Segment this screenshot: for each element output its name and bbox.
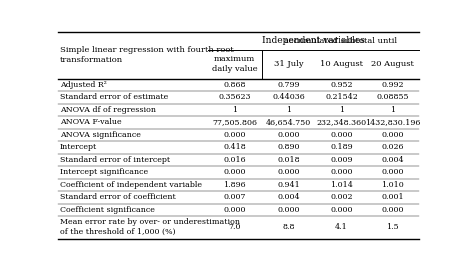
Text: 0.21542: 0.21542 <box>325 93 358 101</box>
Text: ANOVA F-value: ANOVA F-value <box>60 118 121 126</box>
Text: 0.952: 0.952 <box>330 81 352 89</box>
Text: 0.890: 0.890 <box>278 143 300 151</box>
Text: 0.001: 0.001 <box>381 193 404 201</box>
Text: 0.000: 0.000 <box>330 131 352 139</box>
Text: 1.010: 1.010 <box>381 181 404 189</box>
Text: 0.000: 0.000 <box>381 168 404 176</box>
Text: 0.418: 0.418 <box>223 143 246 151</box>
Text: 0.009: 0.009 <box>330 156 352 164</box>
Text: 0.44036: 0.44036 <box>272 93 305 101</box>
Text: 8.8: 8.8 <box>283 223 295 231</box>
Text: Intercept significance: Intercept significance <box>60 168 148 176</box>
Text: 1.896: 1.896 <box>223 181 246 189</box>
Text: 77,505.806: 77,505.806 <box>212 118 257 126</box>
Text: Standard error of estimate: Standard error of estimate <box>60 93 168 101</box>
Text: 0.868: 0.868 <box>224 81 246 89</box>
Text: Coefficient significance: Coefficient significance <box>60 206 155 214</box>
Text: 0.026: 0.026 <box>381 143 404 151</box>
Text: Independent variables: Independent variables <box>262 36 365 46</box>
Text: Adjusted R²: Adjusted R² <box>60 81 106 89</box>
Text: 4.1: 4.1 <box>335 223 348 231</box>
Text: 7.0: 7.0 <box>228 223 241 231</box>
Text: Simple linear regression with fourth root
transformation: Simple linear regression with fourth roo… <box>60 46 234 64</box>
Text: 0.000: 0.000 <box>278 206 300 214</box>
Text: 1.014: 1.014 <box>330 181 353 189</box>
Text: Intercept: Intercept <box>60 143 97 151</box>
Text: 1432,830.196: 1432,830.196 <box>365 118 420 126</box>
Text: 31 July: 31 July <box>274 60 304 68</box>
Text: 0.941: 0.941 <box>278 181 300 189</box>
Text: 0.000: 0.000 <box>224 168 246 176</box>
Text: 1: 1 <box>339 106 344 114</box>
Text: 0.000: 0.000 <box>330 206 352 214</box>
Text: ANOVA df of regression: ANOVA df of regression <box>60 106 156 114</box>
Text: 232,348.360: 232,348.360 <box>316 118 366 126</box>
Text: Standard error of coefficient: Standard error of coefficient <box>60 193 176 201</box>
Text: 1.5: 1.5 <box>386 223 399 231</box>
Text: 0.000: 0.000 <box>278 168 300 176</box>
Text: 1: 1 <box>286 106 292 114</box>
Text: 1: 1 <box>232 106 237 114</box>
Text: 0.799: 0.799 <box>278 81 300 89</box>
Text: Standard error of intercept: Standard error of intercept <box>60 156 170 164</box>
Text: 0.35623: 0.35623 <box>219 93 251 101</box>
Text: 0.08855: 0.08855 <box>377 93 409 101</box>
Text: 0.000: 0.000 <box>381 206 404 214</box>
Text: accumulated subtotal until: accumulated subtotal until <box>284 37 397 45</box>
Text: 0.992: 0.992 <box>381 81 404 89</box>
Text: 0.000: 0.000 <box>224 131 246 139</box>
Text: maximum
daily value: maximum daily value <box>212 55 258 73</box>
Text: 0.189: 0.189 <box>330 143 352 151</box>
Text: Mean error rate by over- or underestimation
of the threshold of 1,000 (%): Mean error rate by over- or underestimat… <box>60 218 240 236</box>
Text: 0.018: 0.018 <box>278 156 300 164</box>
Text: 0.016: 0.016 <box>223 156 246 164</box>
Text: 1: 1 <box>390 106 395 114</box>
Text: ANOVA significance: ANOVA significance <box>60 131 141 139</box>
Text: 46,654.750: 46,654.750 <box>266 118 312 126</box>
Text: 20 August: 20 August <box>371 60 414 68</box>
Text: 0.002: 0.002 <box>330 193 352 201</box>
Text: 0.000: 0.000 <box>224 206 246 214</box>
Text: 0.000: 0.000 <box>278 131 300 139</box>
Text: 0.004: 0.004 <box>278 193 300 201</box>
Text: 10 August: 10 August <box>320 60 363 68</box>
Text: 0.000: 0.000 <box>330 168 352 176</box>
Text: 0.004: 0.004 <box>381 156 404 164</box>
Text: 0.007: 0.007 <box>224 193 246 201</box>
Text: 0.000: 0.000 <box>381 131 404 139</box>
Text: Coefficient of independent variable: Coefficient of independent variable <box>60 181 202 189</box>
